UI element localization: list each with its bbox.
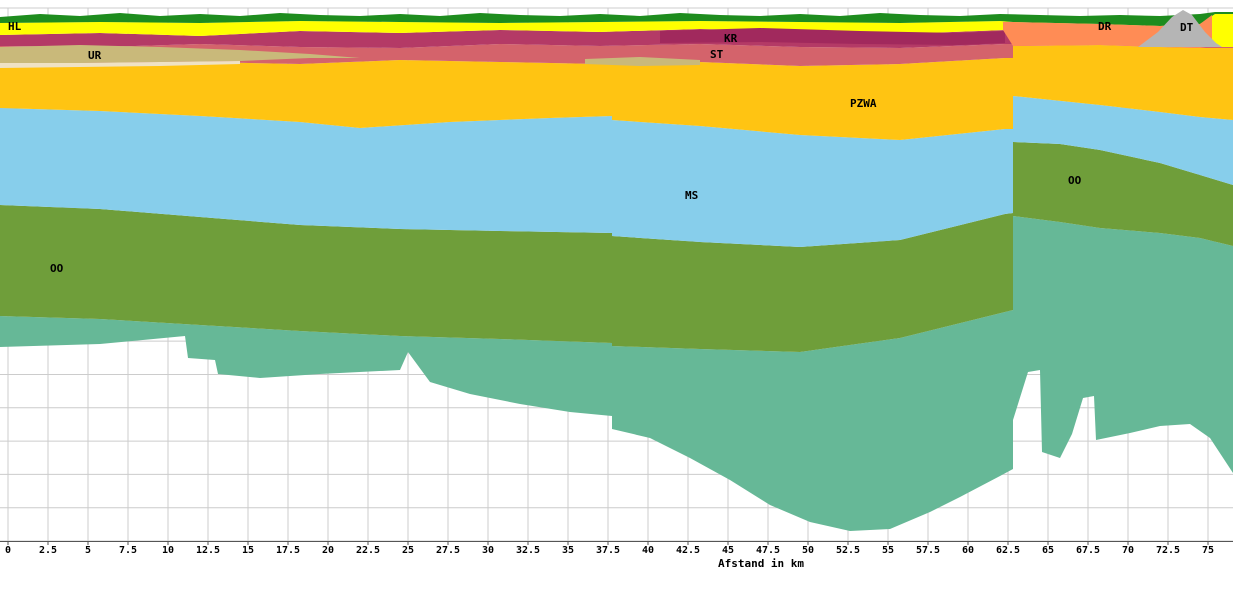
x-tick-label: 60: [962, 545, 974, 556]
x-tick-label: 57.5: [916, 545, 940, 556]
x-axis: 0 2.5 5 7.5 10 12.5 15 17.5 20 22.5 25 27.5 30 32.5 35…: [0, 541, 1233, 556]
layer-label-st: ST: [710, 48, 724, 61]
patch-dt-gray-triangle: [1138, 10, 1222, 47]
patch-kr-dark-patch: [660, 28, 1005, 45]
x-axis-title: Afstand in km: [718, 557, 804, 570]
layer-label-ms: MS: [685, 189, 698, 202]
x-tick-label: 20: [322, 545, 334, 556]
x-tick-label: 42.5: [676, 545, 700, 556]
layer-yellow-band: [0, 14, 1233, 47]
x-tick-label: 75: [1202, 545, 1214, 556]
x-tick-label: 15: [242, 545, 254, 556]
x-tick-label: 72.5: [1156, 545, 1180, 556]
patch-tan-mid-patch: [585, 57, 700, 66]
x-tick-label: 37.5: [596, 545, 620, 556]
x-tick-label: 2.5: [39, 545, 57, 556]
patch-cream-patch: [0, 61, 240, 68]
x-tick-label: 22.5: [356, 545, 380, 556]
x-tick-label: 32.5: [516, 545, 540, 556]
layer-label-oo: OO: [1068, 174, 1082, 187]
x-tick-label: 62.5: [996, 545, 1020, 556]
x-tick-label: 12.5: [196, 545, 220, 556]
layer-label-kr: KR: [724, 32, 738, 45]
layer-label-hl: HL: [8, 20, 22, 33]
x-tick-label: 65: [1042, 545, 1054, 556]
x-tick-label: 5: [85, 545, 91, 556]
x-tick-label: 30: [482, 545, 494, 556]
x-tick-label: 17.5: [276, 545, 300, 556]
layer-label-ur: UR: [88, 49, 102, 62]
strata-layers: [0, 12, 1233, 531]
x-tick-label: 70: [1122, 545, 1134, 556]
layer-blue-ms: [0, 96, 1233, 247]
x-tick-label: 0: [5, 545, 11, 556]
layer-label-dt: DT: [1180, 21, 1194, 34]
layer-label-pzwa: PZWA: [850, 97, 877, 110]
x-tick-label: 10: [162, 545, 174, 556]
x-tick-label: 25: [402, 545, 414, 556]
layer-teal-base: [0, 216, 1233, 531]
x-tick-label: 52.5: [836, 545, 860, 556]
layer-green-surface: [0, 12, 1233, 26]
x-tick-label: 40: [642, 545, 654, 556]
x-tick-label: 35: [562, 545, 574, 556]
layer-olive-oo: [0, 142, 1233, 352]
x-tick-label: 50: [802, 545, 814, 556]
x-tick-label: 27.5: [436, 545, 460, 556]
layer-label-oo: OO: [50, 262, 64, 275]
patch-ur-tan-patch: [0, 45, 360, 63]
strata-patches: [0, 10, 1222, 68]
x-tick-label: 67.5: [1076, 545, 1100, 556]
x-tick-label: 47.5: [756, 545, 780, 556]
layer-salmon-st: [0, 44, 1233, 66]
x-tick-label: 45: [722, 545, 734, 556]
x-tick-label: 7.5: [119, 545, 137, 556]
x-tick-label: 55: [882, 545, 894, 556]
layer-gold-pzwa: [0, 45, 1233, 140]
layer-label-dr: DR: [1098, 20, 1112, 33]
